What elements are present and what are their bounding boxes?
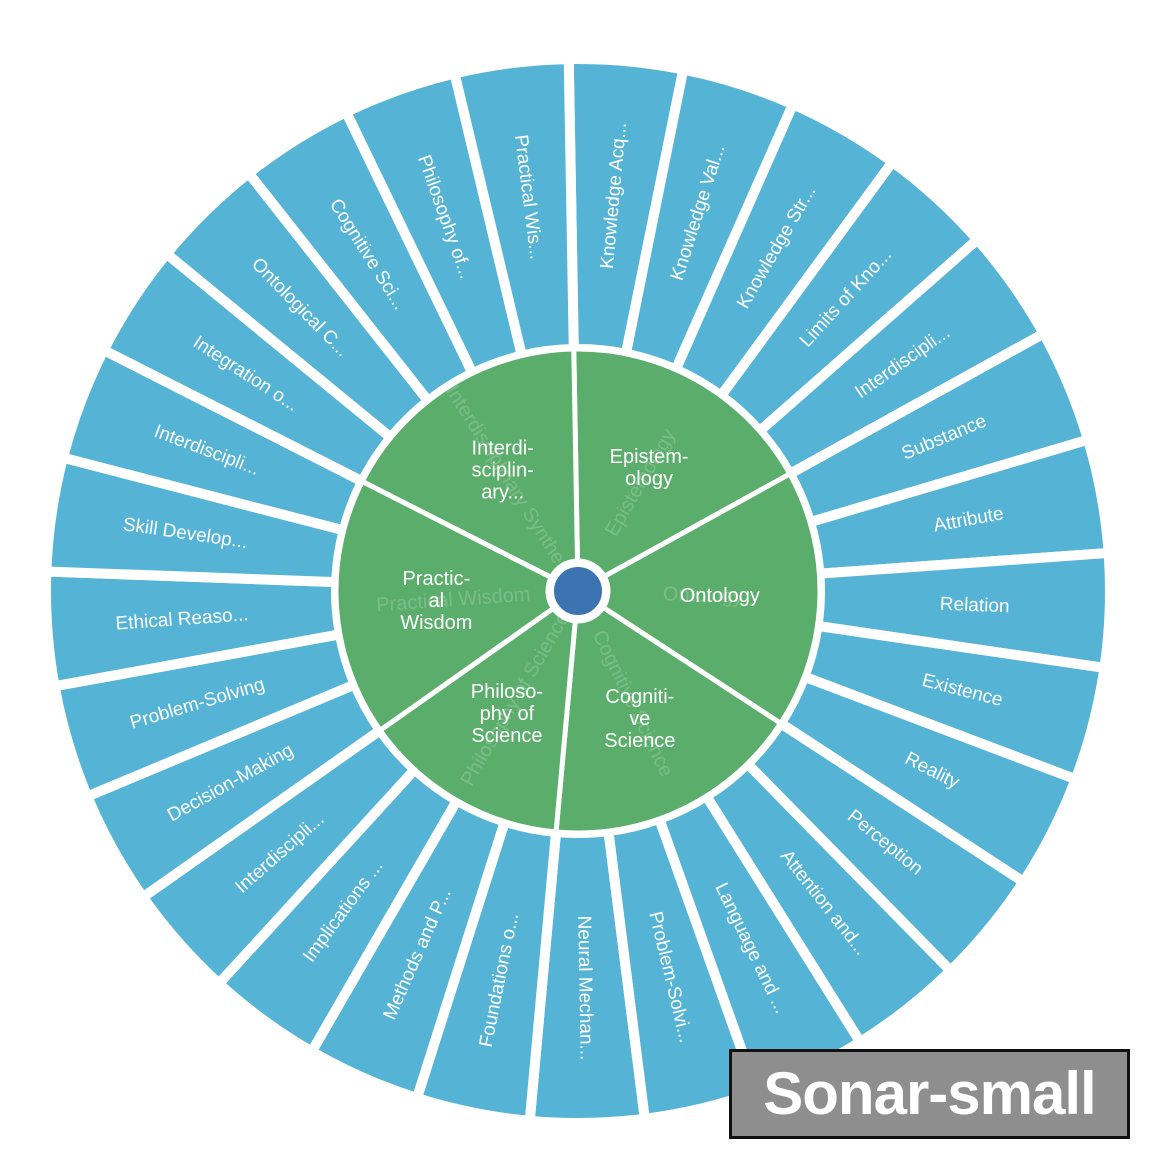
inner-label-line: Science	[604, 730, 675, 752]
inner-label-line: Epistem-	[610, 446, 689, 468]
outer-label: Neural Mechan...	[573, 915, 597, 1060]
outer-label: Relation	[940, 594, 1010, 618]
inner-label-line: al	[429, 590, 445, 612]
inner-label-line: Interdi-	[472, 438, 534, 460]
inner-label-line: Philoso-	[471, 681, 543, 703]
inner-label-line: ology	[625, 468, 673, 490]
inner-label-line: phy of	[480, 703, 535, 725]
inner-label-line: ve	[629, 708, 650, 730]
inner-label-line: Practic-	[402, 568, 470, 590]
inner-ghost-label: Ontology	[663, 583, 744, 608]
inner-ring: EpistemologyEpistem-ologyOntologyOntolog…	[333, 346, 823, 836]
inner-label-line: sciplin-	[472, 460, 534, 482]
inner-label-line: Cogniti-	[605, 686, 674, 708]
inner-label-line: Wisdom	[400, 612, 472, 634]
center-node[interactable]	[548, 561, 608, 621]
inner-label-line: Science	[471, 725, 542, 747]
inner-label-line: Ontology	[680, 585, 760, 607]
inner-label-line: ary...	[481, 482, 524, 504]
watermark-label: Sonar-small	[729, 1049, 1130, 1139]
